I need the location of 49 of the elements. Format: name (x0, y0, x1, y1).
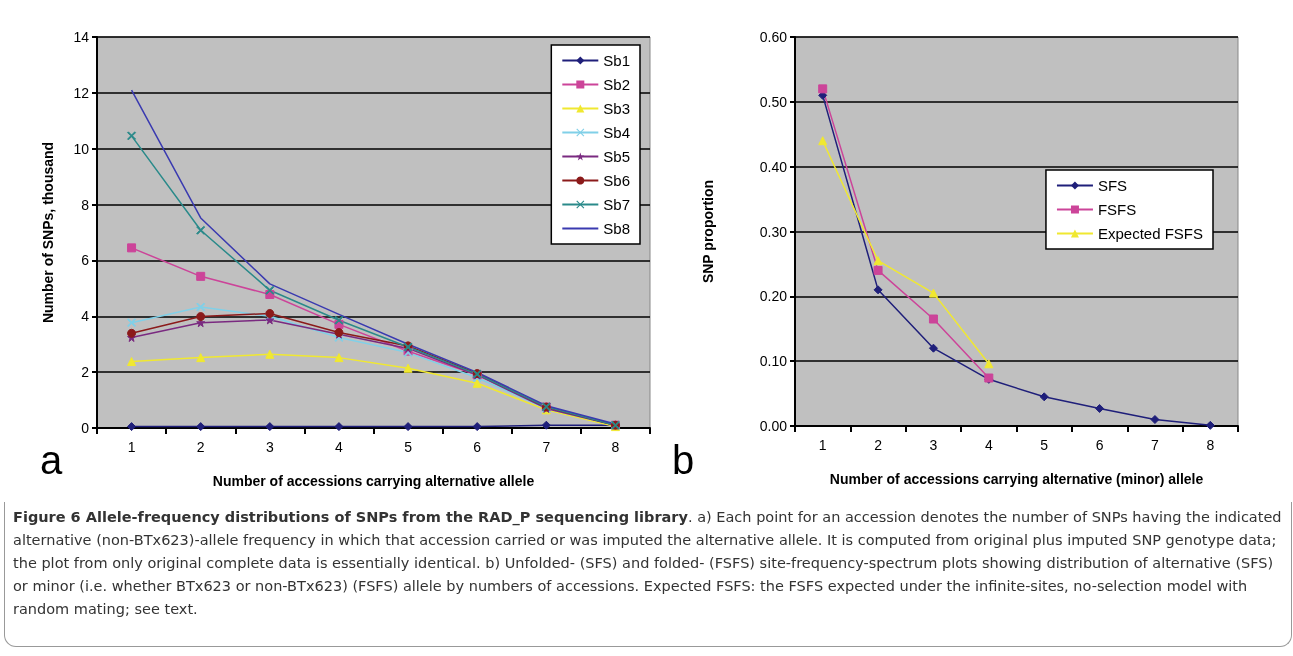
x-tick-label: 6 (1095, 437, 1104, 453)
legend-label: Sb3 (603, 100, 631, 117)
y-tick-label: 6 (81, 252, 90, 269)
y-tick-label: 0.00 (759, 418, 788, 434)
x-tick-label: 3 (265, 439, 274, 455)
x-tick-label: 8 (1206, 437, 1215, 453)
y-tick-label: 0.60 (759, 29, 788, 45)
legend-label: Sb5 (603, 148, 631, 165)
x-tick-label: 1 (127, 439, 136, 455)
y-axis-title: SNP proportion (700, 179, 716, 284)
text: b (672, 438, 695, 482)
y-tick-label: 10 (73, 140, 90, 157)
legend-label: Sb2 (603, 76, 631, 93)
x-tick-label: 5 (1040, 437, 1049, 453)
x-tick-label: 2 (874, 437, 883, 453)
x-tick-label: 4 (335, 439, 344, 455)
y-tick-label: 14 (73, 29, 90, 45)
x-tick-label: 7 (1151, 437, 1160, 453)
y-tick-label: 0.20 (759, 288, 788, 305)
x-tick-label: 3 (929, 437, 938, 453)
x-tick-label: 7 (542, 439, 551, 455)
x-tick-label: 2 (196, 439, 205, 455)
legend-label: Sb6 (603, 172, 631, 189)
y-tick-label: 0.40 (759, 158, 788, 175)
caption: Figure 6 Allele-frequency distributions of SNPs from the RAD_P sequencing library (13, 509, 688, 525)
text: a (40, 438, 63, 482)
y-tick-label: 0.50 (759, 93, 788, 110)
y-tick-label: 0.10 (759, 353, 788, 370)
x-tick-label: 1 (818, 437, 827, 453)
x-tick-label: 4 (984, 437, 993, 453)
legend-label: Sb7 (603, 196, 631, 213)
x-tick-label: 5 (404, 439, 413, 455)
y-tick-label: 2 (81, 364, 90, 381)
x-axis-title: Number of accessions carrying alternative allele (212, 473, 535, 489)
legend-label: Expected FSFS (1097, 225, 1203, 242)
legend-label: FSFS (1097, 201, 1137, 218)
y-axis-title: Number of SNPs, thousand (40, 141, 56, 324)
y-tick-label: 0.30 (759, 223, 788, 240)
y-tick-label: 8 (81, 196, 90, 213)
y-tick-label: 4 (81, 308, 90, 325)
legend-label: Sb8 (603, 220, 631, 237)
x-tick-label: 6 (473, 439, 482, 455)
legend-label: Sb1 (603, 52, 631, 69)
legend-label: Sb4 (603, 124, 631, 141)
legend-label: SFS (1097, 177, 1128, 194)
x-tick-label: 8 (611, 439, 620, 455)
y-tick-label: 12 (73, 84, 90, 101)
x-axis-title: Number of accessions carrying alternative (minor) allele (829, 471, 1204, 487)
y-tick-label: 0 (81, 420, 90, 436)
